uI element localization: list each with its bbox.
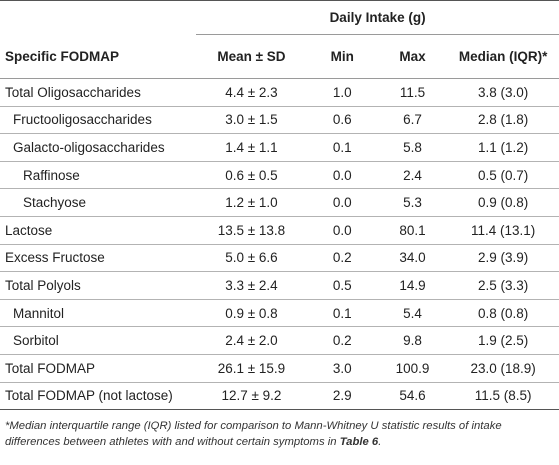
row-name: Galacto-oligosaccharides (0, 133, 197, 162)
table-row: Fructooligosaccharides 3.0 ± 1.5 0.6 6.7 2.8… (0, 106, 559, 135)
table-row: Excess Fructose 5.0 ± 6.6 0.2 34.0 2.9 (3.9) (0, 244, 559, 273)
row-mean-sd: 26.1 ± 15.9 (196, 354, 307, 383)
row-max: 14.9 (377, 271, 448, 300)
row-median-iqr: 0.8 (0.8) (447, 299, 559, 328)
row-min: 0.0 (306, 161, 378, 190)
table-row: Total Oligosaccharides 4.4 ± 2.3 1.0 11.5 3.… (0, 78, 559, 107)
table-row: Stachyose 1.2 ± 1.0 0.0 5.3 0.9 (0.8) (0, 188, 559, 217)
row-min: 0.0 (306, 188, 378, 217)
table-row: Galacto-oligosaccharides 1.4 ± 1.1 0.1 5.8 1… (0, 133, 559, 162)
row-name: Mannitol (0, 299, 197, 328)
row-max: 54.6 (377, 382, 448, 411)
row-mean-sd: 2.4 ± 2.0 (196, 326, 307, 355)
row-median-iqr: 2.5 (3.3) (447, 271, 559, 300)
col-header-min: Min (306, 34, 378, 79)
fodmap-intake-table: Daily Intake (g) Specific FODMAP Mean ± … (0, 0, 559, 411)
row-name: Lactose (0, 216, 197, 245)
table-row: Lactose 13.5 ± 13.8 0.0 80.1 11.4 (13.1) (0, 216, 559, 245)
row-name: Total FODMAP (0, 354, 197, 383)
row-name: Stachyose (0, 188, 197, 217)
row-mean-sd: 1.4 ± 1.1 (196, 133, 307, 162)
row-median-iqr: 0.5 (0.7) (447, 161, 559, 190)
row-min: 0.1 (306, 299, 378, 328)
col-header-median-iqr: Median (IQR)* (447, 34, 559, 79)
row-median-iqr: 1.1 (1.2) (447, 133, 559, 162)
footnote-end: . (378, 436, 382, 449)
table-footnote: *Median interquartile range (IQR) listed… (5, 418, 555, 451)
footnote-text: *Median interquartile range (IQR) listed… (5, 420, 502, 449)
row-name: Fructooligosaccharides (0, 106, 197, 135)
row-mean-sd: 0.6 ± 0.5 (196, 161, 307, 190)
row-name: Excess Fructose (0, 244, 197, 273)
row-mean-sd: 3.0 ± 1.5 (196, 106, 307, 135)
row-name: Total FODMAP (not lactose) (0, 382, 197, 411)
table-row: Total FODMAP 26.1 ± 15.9 3.0 100.9 23.0 (18.… (0, 354, 559, 383)
group-header-row: Daily Intake (g) (0, 0, 559, 35)
table-row: Raffinose 0.6 ± 0.5 0.0 2.4 0.5 (0.7) (0, 161, 559, 190)
row-max: 9.8 (377, 326, 448, 355)
row-min: 0.2 (306, 244, 378, 273)
row-mean-sd: 12.7 ± 9.2 (196, 382, 307, 411)
col-header-max: Max (377, 34, 448, 79)
row-max: 5.4 (377, 299, 448, 328)
footnote-table-ref: Table 6 (339, 436, 379, 449)
row-min: 0.1 (306, 133, 378, 162)
row-max: 100.9 (377, 354, 448, 383)
column-header-row: Specific FODMAP Mean ± SD Min Max Median… (0, 34, 559, 79)
col-header-mean-sd: Mean ± SD (196, 34, 307, 79)
row-name: Sorbitol (0, 326, 197, 355)
row-mean-sd: 0.9 ± 0.8 (196, 299, 307, 328)
row-name: Total Oligosaccharides (0, 78, 197, 107)
table-row: Total FODMAP (not lactose) 12.7 ± 9.2 2.9 5… (0, 382, 559, 411)
row-median-iqr: 23.0 (18.9) (447, 354, 559, 383)
row-min: 1.0 (306, 78, 378, 107)
row-mean-sd: 5.0 ± 6.6 (196, 244, 307, 273)
row-median-iqr: 2.8 (1.8) (447, 106, 559, 135)
row-max: 11.5 (377, 78, 448, 107)
table-body: Total Oligosaccharides 4.4 ± 2.3 1.0 11.5 3.… (0, 78, 559, 411)
row-mean-sd: 3.3 ± 2.4 (196, 271, 307, 300)
row-name: Raffinose (0, 161, 197, 190)
row-median-iqr: 3.8 (3.0) (447, 78, 559, 107)
daily-intake-header: Daily Intake (g) (196, 0, 559, 35)
row-min: 3.0 (306, 354, 378, 383)
row-median-iqr: 0.9 (0.8) (447, 188, 559, 217)
row-max: 5.8 (377, 133, 448, 162)
col-header-specific-fodmap: Specific FODMAP (0, 34, 197, 79)
row-min: 0.6 (306, 106, 378, 135)
row-min: 0.5 (306, 271, 378, 300)
row-mean-sd: 1.2 ± 1.0 (196, 188, 307, 217)
row-max: 6.7 (377, 106, 448, 135)
row-max: 34.0 (377, 244, 448, 273)
row-median-iqr: 2.9 (3.9) (447, 244, 559, 273)
row-max: 5.3 (377, 188, 448, 217)
row-min: 0.0 (306, 216, 378, 245)
row-mean-sd: 13.5 ± 13.8 (196, 216, 307, 245)
row-mean-sd: 4.4 ± 2.3 (196, 78, 307, 107)
row-name: Total Polyols (0, 271, 197, 300)
row-median-iqr: 1.9 (2.5) (447, 326, 559, 355)
row-max: 80.1 (377, 216, 448, 245)
table-row: Sorbitol 2.4 ± 2.0 0.2 9.8 1.9 (2.5) (0, 326, 559, 355)
row-max: 2.4 (377, 161, 448, 190)
group-header-spacer (0, 0, 197, 35)
row-median-iqr: 11.4 (13.1) (447, 216, 559, 245)
row-min: 0.2 (306, 326, 378, 355)
table-row: Total Polyols 3.3 ± 2.4 0.5 14.9 2.5 (3.3) (0, 271, 559, 300)
row-median-iqr: 11.5 (8.5) (447, 382, 559, 411)
table-row: Mannitol 0.9 ± 0.8 0.1 5.4 0.8 (0.8) (0, 299, 559, 328)
row-min: 2.9 (306, 382, 378, 411)
